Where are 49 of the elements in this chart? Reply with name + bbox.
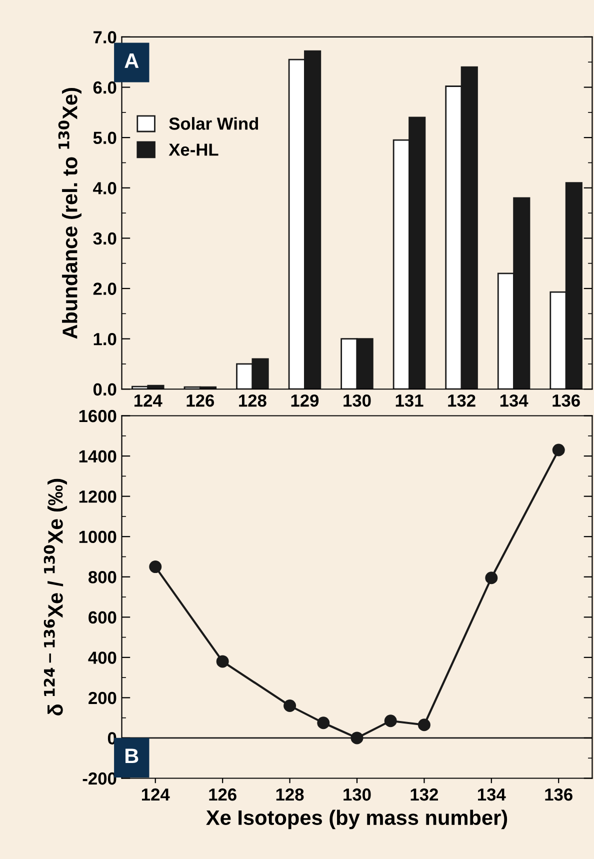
y-tick-label: 1000 [79, 530, 116, 544]
y-tick-label: 600 [88, 611, 116, 624]
x-tick-label: 124 [134, 394, 162, 407]
y-axis-title: δ $^{124−136}$Xe / $^{130}$Xe (‰) [44, 478, 67, 716]
x-tick-label: 136 [545, 788, 572, 801]
y-tick-label: 1200 [79, 490, 116, 503]
x-tick-label: 126 [209, 788, 236, 801]
annotation: A [124, 54, 139, 68]
x-axis-title: Xe Isotopes (by mass number) [206, 810, 508, 830]
x-tick-label: 126 [186, 394, 214, 407]
y-tick-label: 7.0 [94, 31, 116, 44]
y-tick-label: 4.0 [93, 182, 116, 194]
x-tick-label: 132 [410, 788, 438, 801]
point [216, 655, 229, 668]
y-tick-label: 1.0 [94, 332, 116, 346]
x-tick-label: 136 [552, 394, 580, 407]
legend-label: Solar Wind [169, 117, 258, 130]
x-tick-label: 128 [276, 788, 304, 801]
x-tick-label: 128 [239, 394, 266, 407]
y-tick-label: 200 [88, 692, 116, 704]
x-tick-label: 134 [478, 788, 506, 801]
annotation: B [126, 748, 138, 764]
x-tick-label: 130 [344, 394, 371, 407]
y-tick-label: 1400 [79, 450, 116, 462]
legend-label: Xe-HL [168, 144, 218, 156]
point [149, 560, 162, 574]
y-tick-label: -200 [82, 772, 116, 785]
y-tick-label: 3.0 [93, 232, 116, 245]
x-tick-label: 129 [291, 394, 319, 407]
point [485, 572, 498, 584]
y-tick-label: 2.0 [93, 282, 116, 295]
y-axis-title: Abundance (rel. to $^{130}$Xe) [58, 88, 82, 339]
y-tick-label: 6.0 [93, 81, 116, 94]
x-tick-label: 134 [500, 394, 528, 407]
y-tick-label: 1600 [79, 410, 116, 422]
x-tick-label: 132 [448, 394, 476, 407]
x-tick-label: 131 [396, 394, 424, 407]
point [284, 700, 296, 712]
y-tick-label: 400 [88, 652, 116, 664]
point [418, 718, 430, 732]
y-tick-label: 5.0 [93, 132, 116, 144]
point [317, 716, 330, 730]
x-tick-label: 130 [344, 788, 371, 801]
y-tick-label: 800 [88, 571, 116, 584]
x-tick-label: 124 [142, 788, 170, 801]
point [384, 714, 397, 728]
point [350, 732, 364, 744]
y-tick-label: 0.0 [93, 383, 116, 396]
point [552, 444, 565, 456]
